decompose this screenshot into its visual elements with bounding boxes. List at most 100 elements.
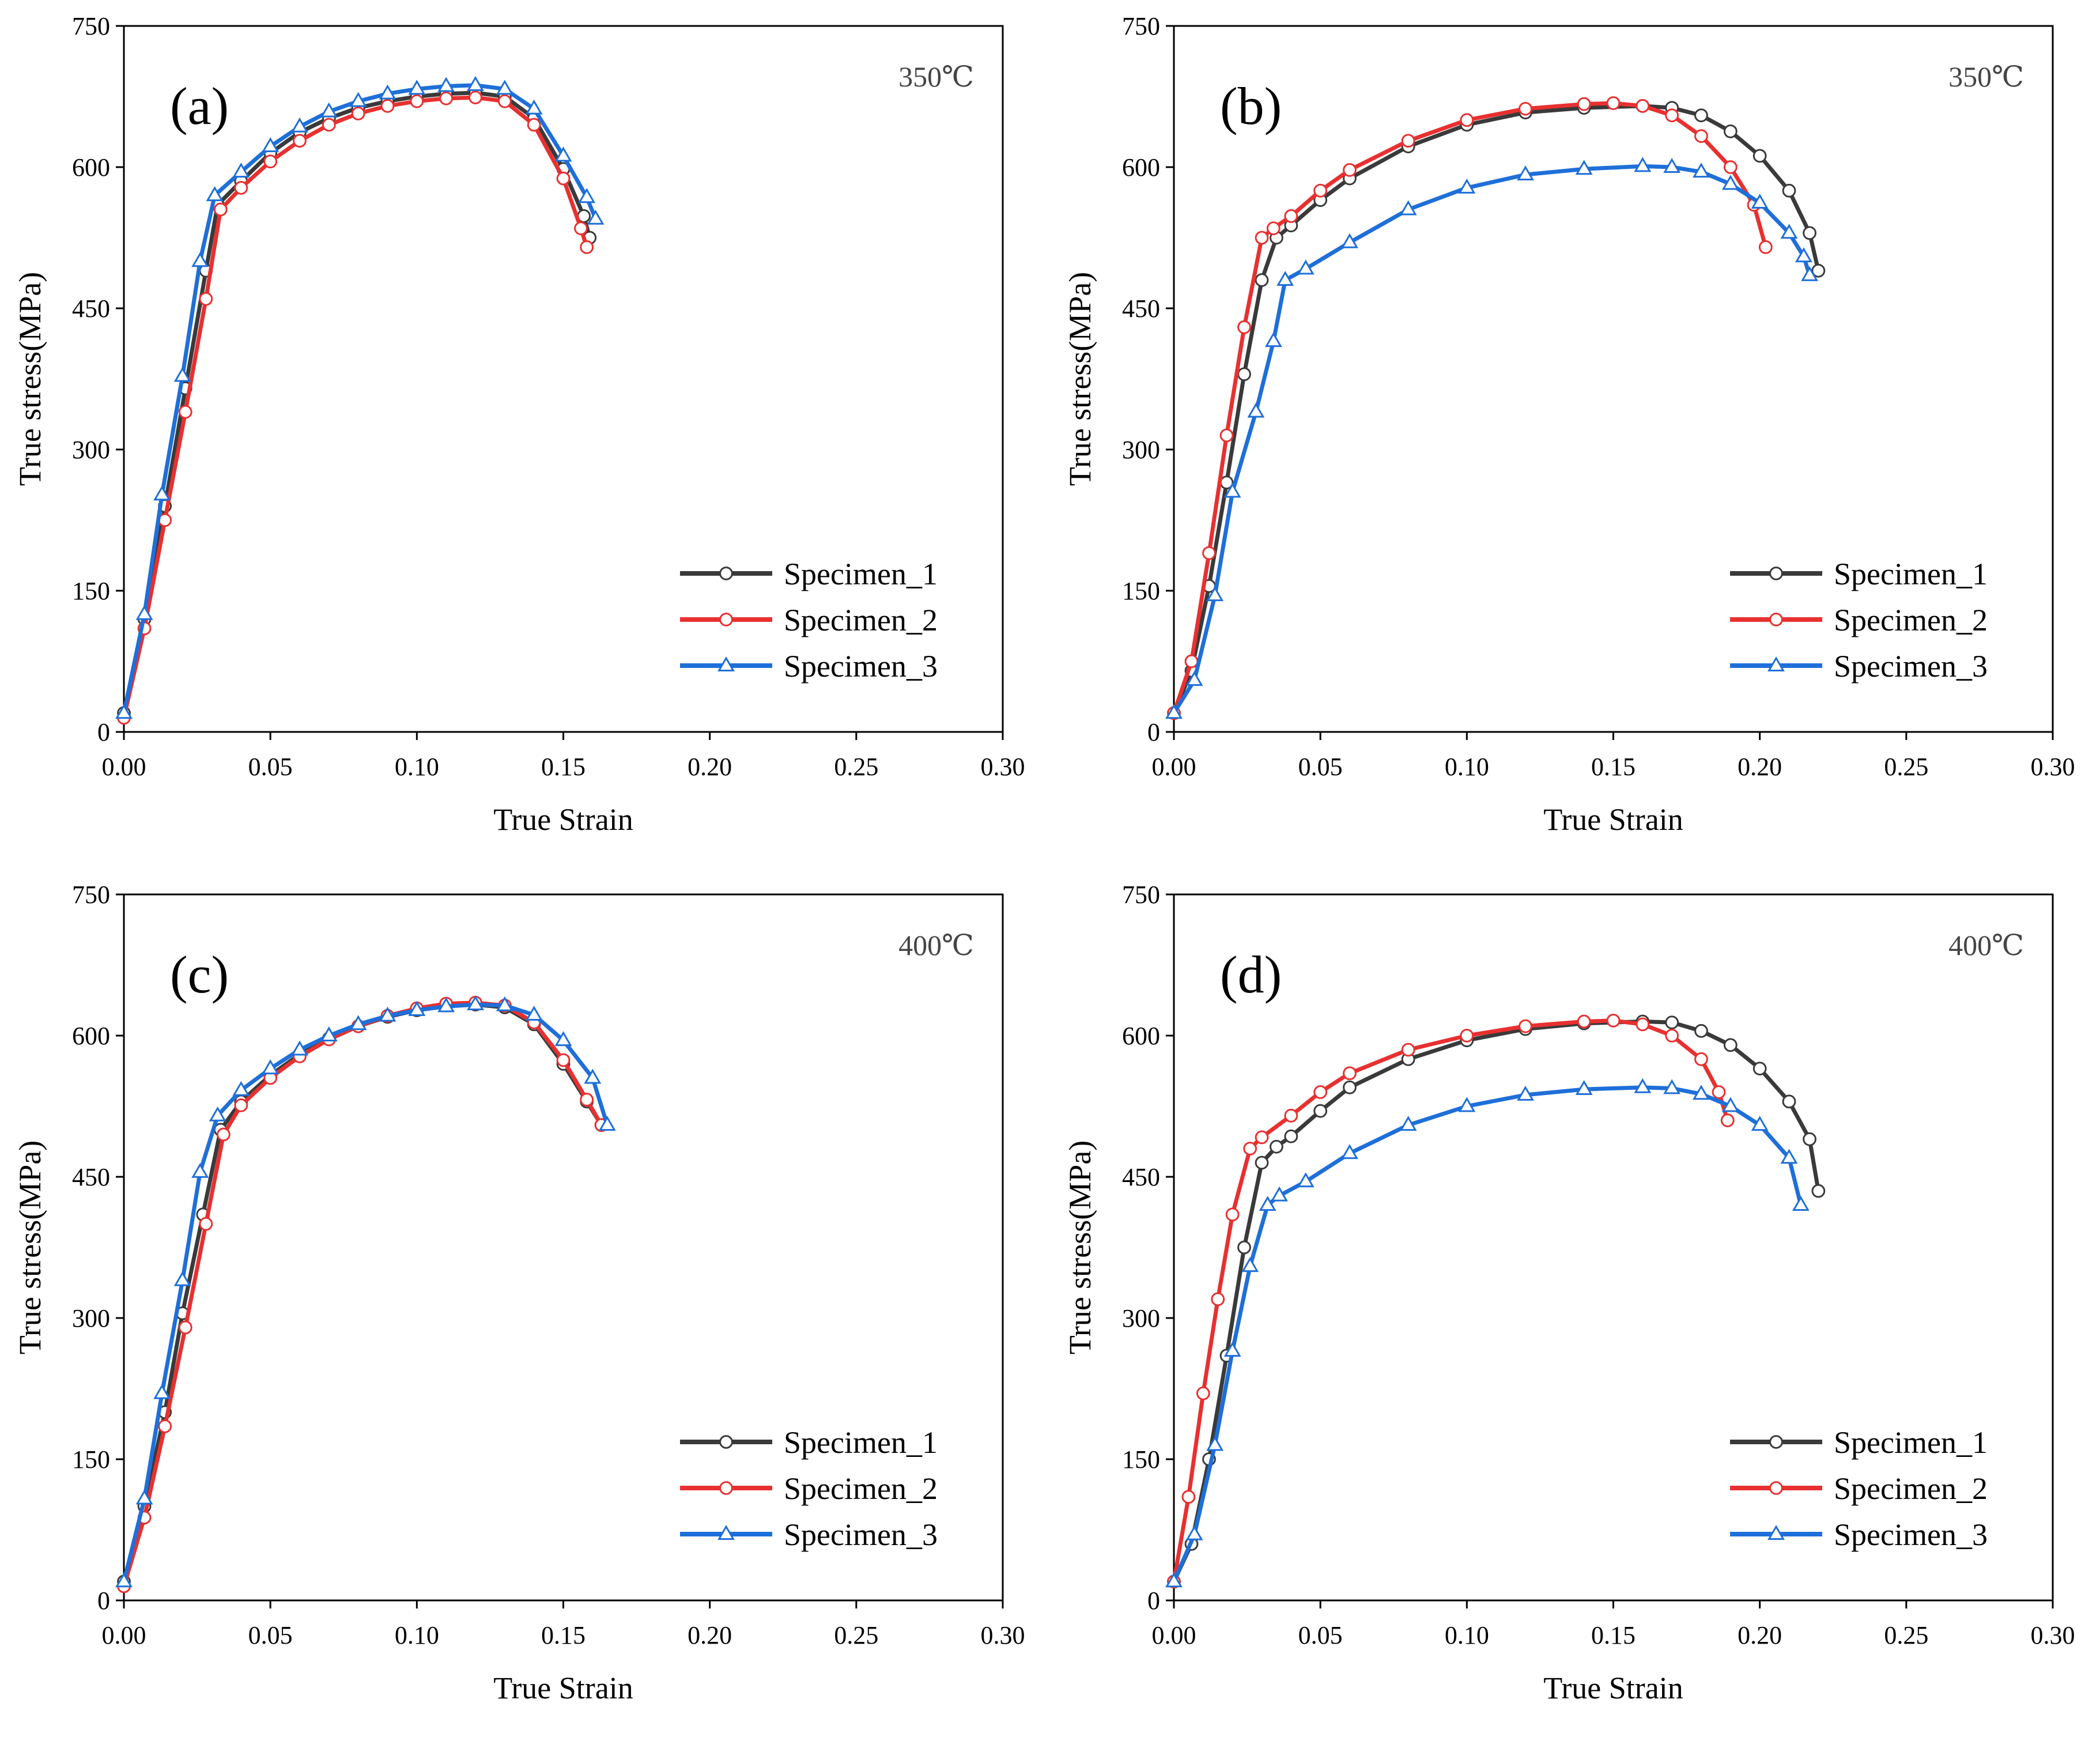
data-point bbox=[1259, 1195, 1276, 1211]
data-point bbox=[1266, 221, 1281, 236]
data-point bbox=[209, 1106, 226, 1122]
data-point bbox=[262, 1059, 280, 1075]
series-line bbox=[122, 90, 592, 715]
x-tick-label: 0.20 bbox=[1738, 753, 1782, 781]
data-point bbox=[1313, 183, 1328, 198]
x-tick-label: 0.20 bbox=[688, 1621, 732, 1649]
x-tick-label: 0.15 bbox=[1591, 1621, 1636, 1649]
x-tick-label: 0.30 bbox=[2031, 1621, 2075, 1649]
series-line bbox=[1172, 1018, 1730, 1584]
data-point bbox=[496, 80, 513, 95]
data-point bbox=[556, 1053, 571, 1067]
legend-label: Specimen_2 bbox=[784, 603, 938, 637]
x-tick-label: 0.00 bbox=[102, 753, 146, 781]
data-point bbox=[1811, 263, 1826, 278]
data-point bbox=[1341, 1144, 1358, 1160]
x-tick-label: 0.05 bbox=[248, 753, 293, 781]
data-point bbox=[1284, 1129, 1298, 1143]
series-line bbox=[122, 1002, 604, 1584]
data-point bbox=[1341, 233, 1358, 248]
legend: Specimen_1 Specimen_2 Specimen_3 bbox=[1730, 557, 1988, 684]
data-point bbox=[584, 1068, 602, 1084]
data-point bbox=[1723, 124, 1738, 138]
data-point bbox=[1782, 1094, 1796, 1109]
data-point bbox=[527, 118, 541, 132]
data-point bbox=[191, 1162, 209, 1178]
chart-panel-1: 0.00 0.05 0.10 0.15 0.20 0.25 0.30 0 150 300 450 60… bbox=[1063, 12, 2075, 837]
data-point bbox=[580, 1093, 594, 1107]
data-point bbox=[525, 1006, 543, 1021]
x-tick-label: 0.00 bbox=[102, 1621, 146, 1649]
chart-panel-3: 0.00 0.05 0.10 0.15 0.20 0.25 0.30 0 150 300 450 60… bbox=[1063, 881, 2075, 1705]
y-tick-label: 0 bbox=[97, 1587, 110, 1615]
series-line bbox=[1172, 1085, 1803, 1584]
temperature-label: 350℃ bbox=[898, 61, 974, 93]
data-point bbox=[1399, 1116, 1417, 1131]
data-point bbox=[574, 221, 588, 236]
series-1 bbox=[1167, 96, 1773, 720]
x-axis-title: True Strain bbox=[493, 802, 633, 837]
data-point bbox=[467, 75, 484, 91]
y-tick-label: 600 bbox=[72, 153, 110, 182]
data-point bbox=[554, 1031, 572, 1047]
data-point bbox=[1723, 160, 1738, 174]
legend-label: Specimen_1 bbox=[1834, 1425, 1988, 1460]
data-point bbox=[1636, 1017, 1650, 1032]
data-point bbox=[178, 1320, 192, 1335]
data-point bbox=[1721, 1097, 1739, 1112]
data-point bbox=[437, 997, 455, 1013]
series-2 bbox=[115, 75, 605, 719]
data-point bbox=[580, 240, 594, 254]
legend-label: Specimen_2 bbox=[1834, 1471, 1988, 1506]
data-point bbox=[1313, 1104, 1328, 1118]
data-point bbox=[1401, 134, 1415, 148]
data-point bbox=[1458, 178, 1476, 194]
x-tick-label: 0.10 bbox=[395, 1621, 439, 1649]
y-tick-label: 450 bbox=[1122, 294, 1160, 323]
x-tick-label: 0.15 bbox=[1591, 753, 1636, 781]
x-axis-title: True Strain bbox=[1543, 1671, 1683, 1705]
data-point bbox=[351, 107, 365, 120]
data-point bbox=[1693, 1085, 1710, 1100]
y-tick-label: 450 bbox=[72, 1163, 110, 1191]
data-point bbox=[1694, 1052, 1708, 1066]
y-tick-label: 0 bbox=[1147, 1587, 1160, 1615]
data-point bbox=[497, 94, 512, 108]
data-point bbox=[1255, 1130, 1269, 1145]
data-point bbox=[173, 1271, 191, 1286]
data-point bbox=[1720, 1113, 1735, 1127]
y-tick-label: 150 bbox=[1122, 1445, 1160, 1474]
data-point bbox=[1399, 200, 1417, 216]
data-point bbox=[439, 91, 454, 105]
data-point bbox=[1663, 1079, 1681, 1094]
y-tick-label: 150 bbox=[72, 577, 110, 605]
data-point bbox=[1185, 671, 1203, 686]
data-point bbox=[1196, 1386, 1210, 1400]
temperature-label: 350℃ bbox=[1948, 61, 2024, 93]
x-tick-label: 0.10 bbox=[395, 753, 439, 781]
data-point bbox=[1694, 1024, 1708, 1038]
chart-panel-0: 0.00 0.05 0.10 0.15 0.20 0.25 0.30 0 150 300 450 60… bbox=[13, 12, 1025, 837]
data-point bbox=[1255, 231, 1269, 245]
data-point bbox=[1401, 1043, 1415, 1057]
y-tick-label: 300 bbox=[1122, 436, 1160, 464]
data-point bbox=[1519, 1019, 1532, 1033]
data-point bbox=[153, 1384, 171, 1399]
data-point bbox=[556, 171, 571, 186]
y-tick-label: 450 bbox=[72, 294, 110, 323]
data-point bbox=[232, 163, 250, 178]
series-1 bbox=[1167, 1013, 1735, 1589]
legend: Specimen_1 Specimen_2 Specimen_3 bbox=[680, 1425, 938, 1552]
data-point bbox=[320, 102, 338, 118]
data-point bbox=[1255, 273, 1269, 287]
data-point bbox=[1665, 1015, 1679, 1030]
legend-label: Specimen_2 bbox=[784, 1471, 938, 1506]
x-tick-label: 0.20 bbox=[688, 753, 732, 781]
y-tick-label: 0 bbox=[97, 718, 110, 746]
data-point bbox=[232, 1081, 250, 1096]
data-point bbox=[178, 405, 192, 419]
legend: Specimen_1 Specimen_2 Specimen_3 bbox=[680, 557, 938, 684]
series-0 bbox=[117, 86, 597, 720]
data-point bbox=[1577, 97, 1591, 111]
data-point bbox=[349, 92, 367, 107]
